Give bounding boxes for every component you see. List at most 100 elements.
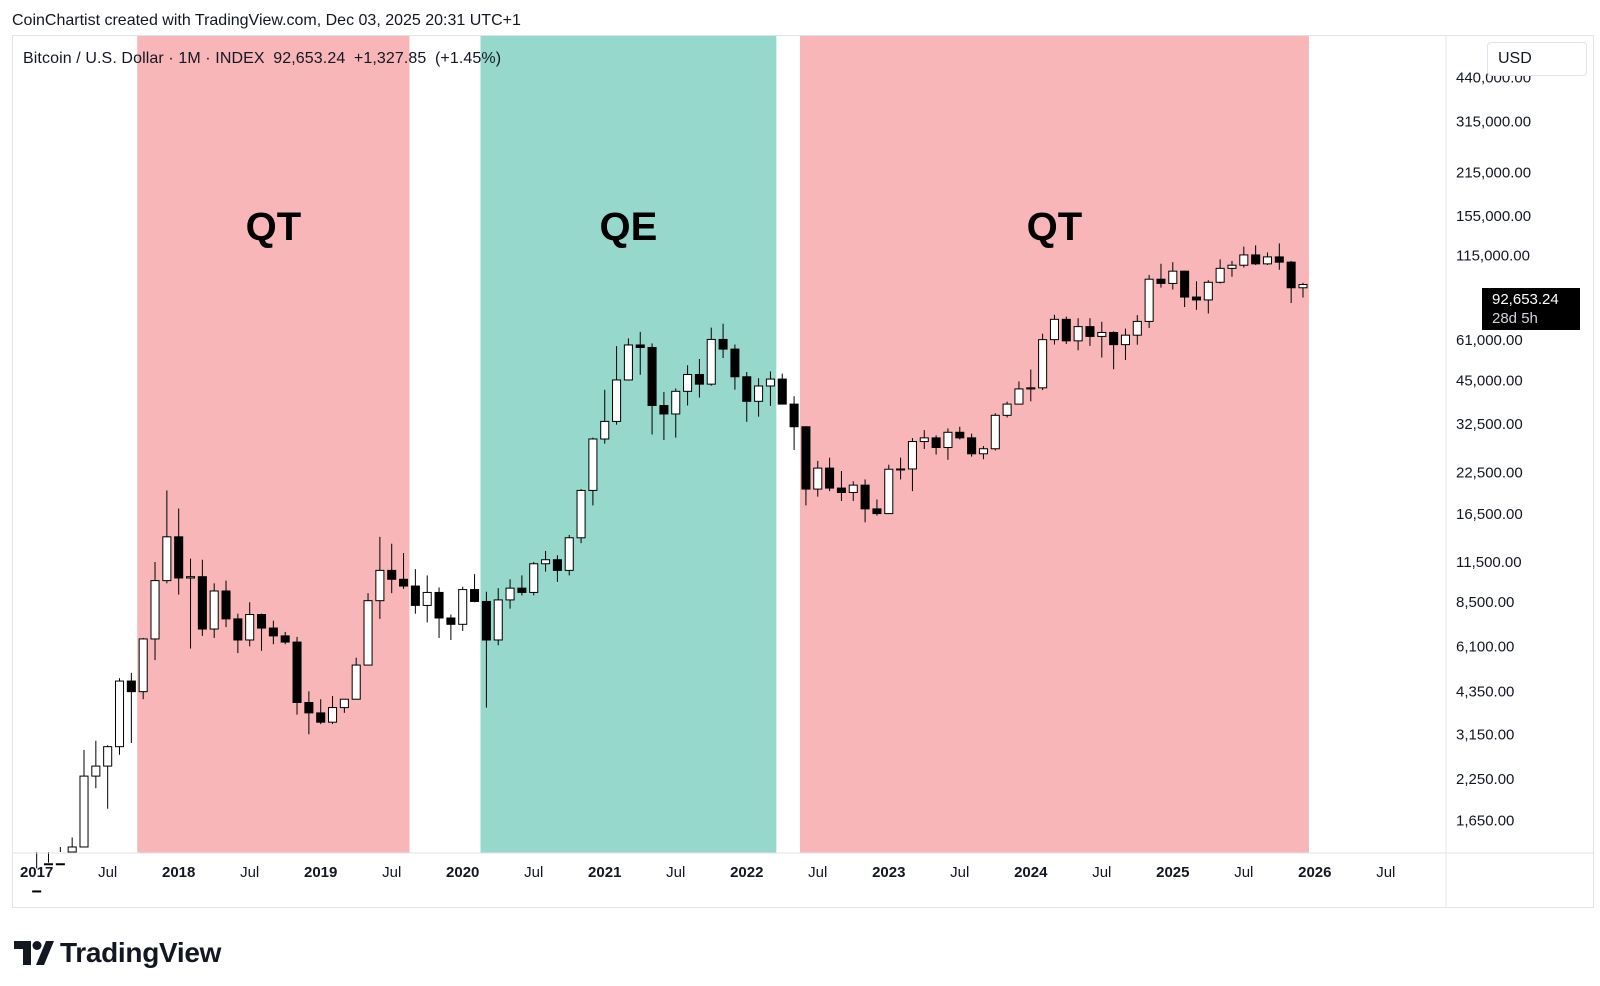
candle-body [1251,254,1261,265]
candle-2017-08 [114,678,125,755]
x-tick-label: Jul [382,864,401,881]
x-tick-label: Jul [808,864,827,881]
candle-2020-04 [493,588,503,646]
candle-2020-05 [505,579,515,609]
price-change: +1,327.85 [353,50,427,67]
candle-body [233,618,243,641]
candle-body [1286,261,1296,289]
candle-2023-12 [1014,381,1024,405]
candle-body [931,437,941,449]
candle-body [304,701,314,714]
candle-2019-05 [363,593,373,666]
candle-2025-05 [1215,259,1225,284]
y-tick-label: 3,150.00 [1456,726,1514,743]
candle-body [576,489,586,539]
x-tick-label: 2019 [304,864,337,881]
tradingview-wordmark: TradingView [60,937,222,968]
y-tick-label: 315,000.00 [1456,114,1531,131]
candle-2017-07 [103,745,113,809]
candle-body [257,614,267,629]
price-change-pct: (+1.45%) [434,50,502,67]
candle-body [1298,283,1308,289]
candle-body [185,576,196,579]
x-tick-label: Jul [240,864,259,881]
candle-body [55,863,65,866]
candle-body [1262,256,1273,265]
candle-2017-10 [138,637,148,700]
symbol-legend[interactable]: Bitcoin / U.S. Dollar · 1M · INDEX 92,65… [23,50,505,68]
band-qe-1 [480,36,777,853]
candle-2017-04 [67,837,77,853]
candle-body [1026,387,1036,390]
candle-body [43,863,54,866]
tradingview-logo[interactable]: TradingView [14,936,221,970]
candle-2017-01 [32,852,42,893]
candle-2023-06 [943,428,953,460]
candle-2019-04 [351,657,361,700]
candle-2022-10 [848,481,858,501]
y-tick-label: 215,000.00 [1456,165,1531,182]
policy-bands [137,36,1309,853]
y-tick-label: 4,350.00 [1456,683,1514,700]
candle-2020-02 [470,574,480,603]
y-tick-label: 16,500.00 [1456,506,1523,523]
candle-body [363,600,373,666]
candle-2025-09 [1262,252,1273,265]
x-tick-label: 2021 [588,864,621,881]
price-tag-countdown: 28d 5h [1492,310,1538,327]
candle-2019-08 [399,553,409,589]
candle-body [730,348,740,378]
candle-body [422,591,432,606]
candle-2022-08 [825,457,835,492]
candle-body [1203,281,1213,301]
candle-2017-06 [91,740,101,789]
candle-body [1097,331,1107,337]
candle-body [138,638,148,693]
candle-2025-07 [1239,246,1249,268]
currency-selector[interactable]: USD [1487,42,1587,76]
currency-label: USD [1498,50,1532,67]
candle-2018-02 [185,558,196,649]
band-label-qe-1: QE [600,205,658,249]
candle-2022-03 [765,371,775,406]
candles [32,243,1308,893]
candle-body [1132,320,1142,336]
y-tick-label: 32,500.00 [1456,416,1523,433]
candle-body [718,338,728,350]
candle-body [458,589,468,625]
candle-2023-02 [896,457,906,480]
candle-2022-01 [742,371,752,422]
price-scale: 440,000.00315,000.00215,000.00155,000.00… [1456,69,1531,829]
candle-body [292,641,302,703]
x-tick-label: Jul [1376,864,1395,881]
candle-2019-11 [434,587,444,638]
candle-2018-11 [292,636,302,715]
candle-2022-12 [872,499,882,516]
candle-body [505,587,515,601]
candle-body [635,344,645,348]
candle-body [529,563,539,593]
candle-body [339,698,349,709]
candle-2025-06 [1227,260,1237,277]
candle-body [836,487,846,493]
y-tick-label: 155,000.00 [1456,208,1531,225]
candle-2019-03 [339,698,349,713]
candle-body [647,346,657,407]
time-scale: 2017 Jul 2018 Jul 2019 Jul 2020 Jul 2021 Jul 2022 J… [20,864,1395,881]
x-tick-label: Jul [1092,864,1111,881]
candle-2021-04 [635,331,645,375]
x-tick-label: 2017 [20,864,53,881]
candle-2020-06 [517,575,527,596]
candle-body [564,537,574,571]
last-price: 92,653.24 [273,50,346,67]
candle-body [1109,331,1119,346]
candle-body [541,559,551,565]
band-qt-2 [800,36,1309,853]
candle-2023-05 [931,435,941,455]
candle-body [623,344,633,381]
candle-2022-11 [860,479,870,523]
candle-2020-09 [552,555,562,582]
candle-body [410,585,420,606]
candle-2021-09 [694,359,704,398]
